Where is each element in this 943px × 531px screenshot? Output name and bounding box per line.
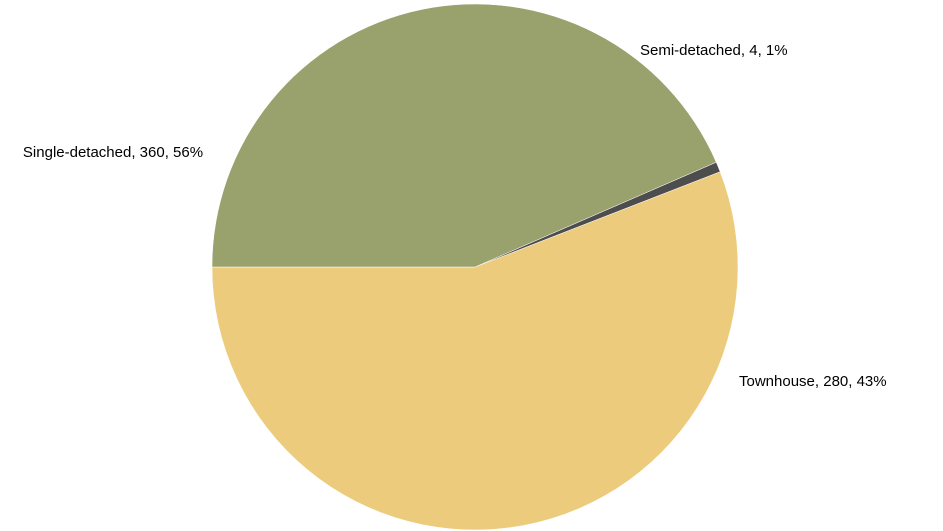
pie-slice-townhouse	[211, 3, 717, 268]
slice-label-semi-detached: Semi-detached, 4, 1%	[640, 42, 788, 59]
pie-slice-single-detached	[211, 171, 739, 531]
slice-label-single-detached: Single-detached, 360, 56%	[22, 144, 204, 161]
slice-label-townhouse: Townhouse, 280, 43%	[739, 373, 887, 390]
